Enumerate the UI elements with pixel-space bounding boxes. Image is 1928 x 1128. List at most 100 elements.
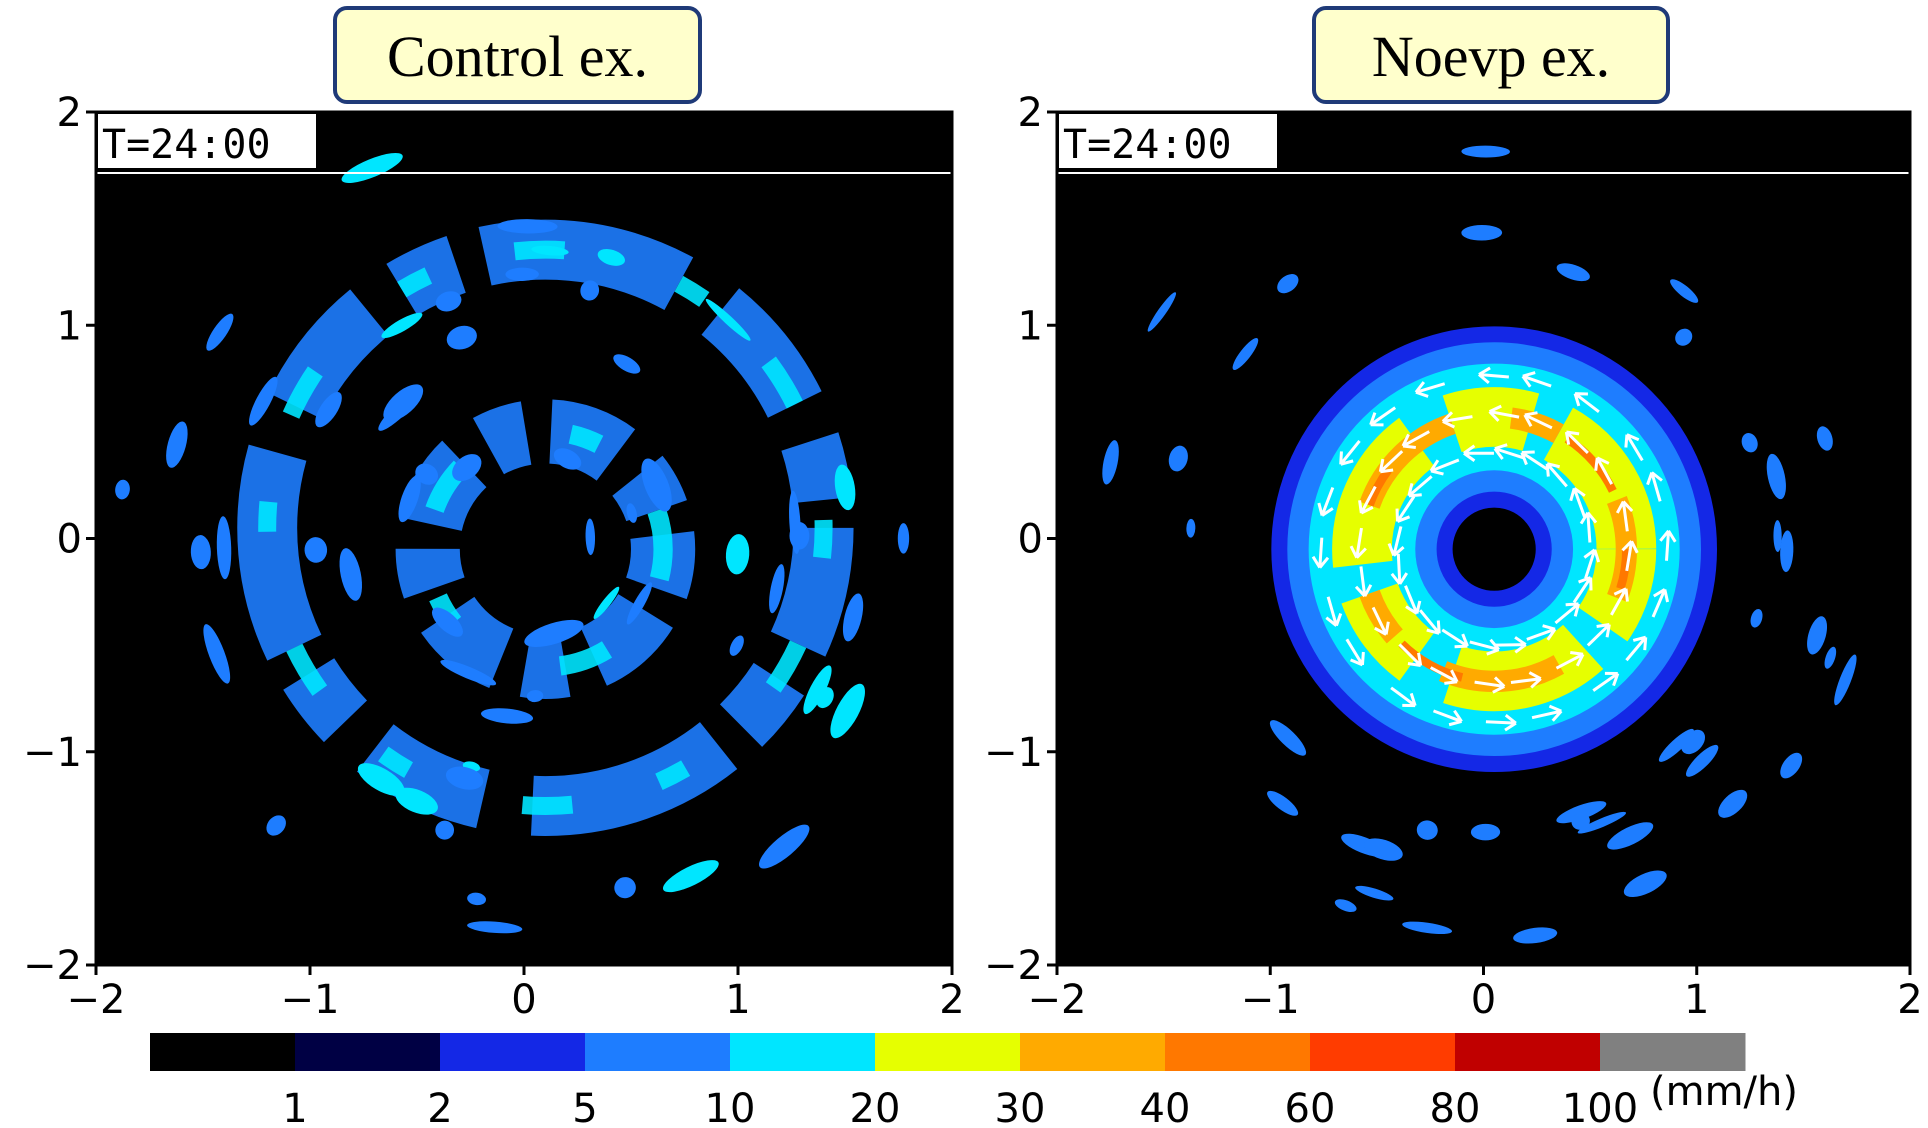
rain-blob [216, 516, 232, 580]
colorbar-swatch [1165, 1033, 1311, 1071]
rain-blob [842, 593, 864, 642]
rain-blob [357, 763, 405, 796]
time-box [1059, 114, 1277, 168]
rain-blob [1675, 328, 1693, 346]
wind-arrow [1474, 676, 1506, 694]
rain-blob [1824, 646, 1837, 669]
rain-blob [531, 245, 569, 256]
wind-arrow [1583, 548, 1601, 579]
wind-arrow [1369, 406, 1397, 427]
y-tick-label: 1 [57, 303, 82, 349]
rain-blob [1269, 720, 1307, 756]
rain-blob [1556, 801, 1607, 824]
rain-blob [1470, 823, 1501, 841]
y-tick-label: −1 [23, 730, 82, 776]
wind-arrow [1592, 671, 1620, 692]
rain-blob [1834, 654, 1857, 706]
rain-blob [1102, 440, 1119, 485]
wind-arrow [1418, 609, 1441, 635]
rain-blob [304, 537, 328, 563]
colorbar-swatch [1455, 1033, 1601, 1071]
rain-blob [446, 325, 477, 350]
wind-arrow [1621, 540, 1639, 572]
rain-blob [445, 766, 484, 790]
rain-blob [662, 860, 719, 893]
rain-blob [597, 248, 625, 266]
wind-arrow [1378, 450, 1404, 474]
x-tick-label: 0 [1471, 977, 1496, 1023]
rain-blob [1807, 616, 1828, 655]
x-tick-label: 0 [511, 977, 536, 1023]
rain-blob [626, 582, 653, 625]
panel-title: Noevp ex. [1372, 24, 1610, 89]
rain-blob [585, 518, 596, 556]
rain-blob [1750, 608, 1763, 628]
rain-blob [1461, 145, 1510, 158]
rain-blob [415, 463, 439, 485]
wind-arrow [1493, 443, 1524, 460]
wind-arrow [1485, 713, 1517, 732]
rain-blob [1571, 812, 1590, 830]
wind-arrow [1495, 636, 1527, 654]
wind-arrow [1569, 487, 1586, 518]
rain-blob [395, 787, 438, 815]
rain-blob [1461, 224, 1503, 241]
wind-arrow [1429, 666, 1459, 685]
rain-blob [524, 619, 584, 648]
rain-blob [383, 384, 424, 422]
wind-arrow [1646, 471, 1663, 502]
rain-blob [626, 503, 638, 523]
colorbar-swatch [1310, 1033, 1456, 1071]
wind-arrow [1625, 635, 1648, 662]
y-tick-label: 0 [57, 517, 82, 563]
rain-blob [341, 152, 403, 183]
colorbar-swatch [150, 1033, 296, 1071]
y-tick-label: −1 [984, 730, 1043, 776]
y-tick-label: 1 [1018, 303, 1043, 349]
wind-arrow [1594, 456, 1614, 485]
rain-blob [1816, 426, 1833, 451]
rain-blob [758, 824, 810, 869]
time-label: T=24:00 [1063, 122, 1232, 168]
wind-arrow [1429, 458, 1460, 476]
rain-blob [580, 280, 600, 301]
x-tick-label: 2 [939, 977, 964, 1023]
wind-arrow [1488, 404, 1520, 422]
wind-arrow [1554, 602, 1580, 625]
rain-blob [803, 665, 832, 715]
rain-blob [431, 607, 463, 637]
rain-ring [1357, 412, 1631, 686]
wind-arrow [1564, 430, 1589, 454]
title-box [333, 6, 702, 104]
rain-blob [315, 392, 342, 428]
rain-blob [398, 475, 421, 523]
rain-blob [1513, 927, 1558, 944]
wind-arrow [1441, 628, 1469, 649]
rain-blob [1718, 789, 1748, 818]
wind-arrow [1317, 486, 1335, 517]
colorbar-swatch [1600, 1033, 1746, 1071]
wind-arrow [1311, 537, 1330, 569]
rain-blob [1780, 530, 1794, 573]
y-tick-label: 2 [57, 90, 82, 136]
wind-arrow [1610, 587, 1629, 616]
x-tick-label: 1 [1684, 977, 1709, 1023]
rain-blob [266, 815, 286, 836]
wind-arrow [1387, 526, 1405, 557]
x-tick-label: −1 [1241, 977, 1300, 1023]
rain-blob [1780, 752, 1803, 779]
rain-blob [190, 535, 211, 570]
wind-arrow [1579, 511, 1598, 543]
wind-arrow [1395, 495, 1416, 523]
rain-blob [166, 421, 188, 468]
colorbar-label: 40 [1140, 1086, 1191, 1128]
wind-arrow [1463, 444, 1494, 462]
colorbar-label: 1 [282, 1086, 307, 1128]
rain-blob [1741, 433, 1758, 453]
rain-blob [1147, 292, 1177, 332]
rain-blob [1355, 885, 1394, 901]
wind-arrow [1398, 643, 1423, 668]
rain-blob [435, 820, 455, 840]
rain-blob [381, 312, 423, 339]
